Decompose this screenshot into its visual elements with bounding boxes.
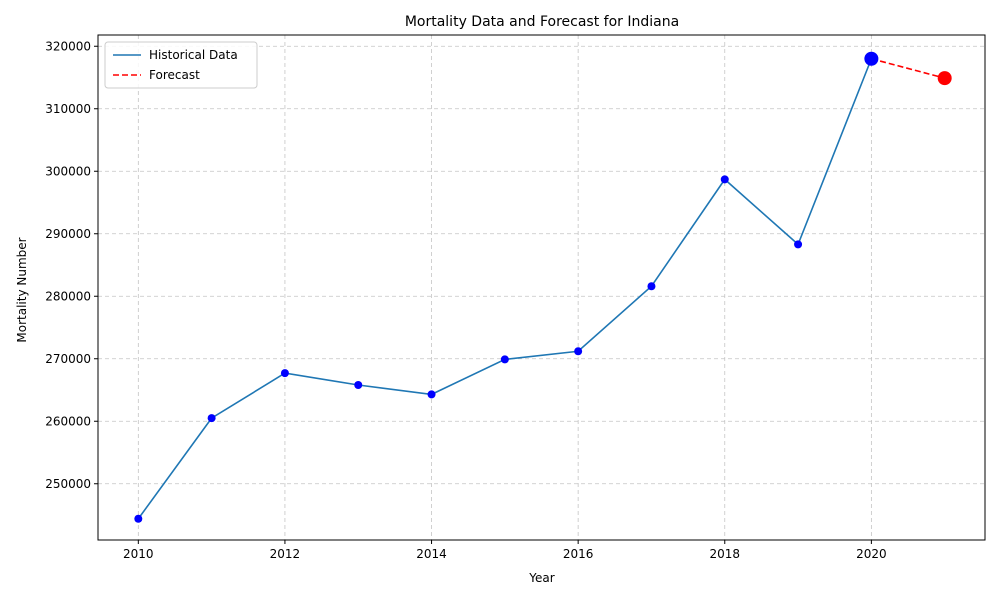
data-point <box>500 355 509 364</box>
y-tick-label: 300000 <box>45 164 91 178</box>
legend-box <box>104 41 258 89</box>
y-tick-label: 310000 <box>45 102 91 116</box>
x-tick-label: 2014 <box>416 547 447 561</box>
marker-layer <box>134 51 952 523</box>
y-tick-label: 260000 <box>45 414 91 428</box>
legend-label: Forecast <box>149 68 200 82</box>
data-point <box>354 381 363 389</box>
data-point <box>647 282 656 291</box>
y-tick-label: 270000 <box>45 352 91 366</box>
axes-layer: 2010 2012 2014 2016 2018 2020 250000 260000 2700… <box>45 34 986 561</box>
legend: Historical Data Forecast <box>104 41 258 89</box>
highlight-point <box>937 71 952 86</box>
chart-title: Mortality Data and Forecast for Indiana <box>405 14 679 30</box>
data-point <box>280 369 289 378</box>
series-line-forecast <box>871 57 945 79</box>
y-tick-label: 290000 <box>45 227 91 241</box>
x-tick-label: 2012 <box>270 547 301 561</box>
data-point <box>574 347 583 356</box>
x-tick-label: 2020 <box>856 547 887 561</box>
series-line-historical <box>137 58 873 520</box>
data-point <box>720 175 729 184</box>
y-axis-title: Mortality Number <box>15 237 29 342</box>
x-tick-label: 2016 <box>563 547 594 561</box>
x-tick-label: 2018 <box>709 547 740 561</box>
legend-label: Historical Data <box>149 48 238 62</box>
y-tick-label: 320000 <box>45 39 91 53</box>
series-layer <box>137 57 945 520</box>
data-point <box>427 390 436 399</box>
y-tick-label: 280000 <box>45 289 91 303</box>
data-point <box>207 414 216 423</box>
x-tick-label: 2010 <box>123 547 154 561</box>
data-point <box>794 240 803 249</box>
data-point <box>134 514 143 523</box>
grid-layer <box>98 35 985 540</box>
plot-frame <box>97 34 986 541</box>
y-tick-label: 250000 <box>45 477 91 491</box>
x-axis-title: Year <box>528 571 554 585</box>
highlight-point <box>864 51 879 66</box>
